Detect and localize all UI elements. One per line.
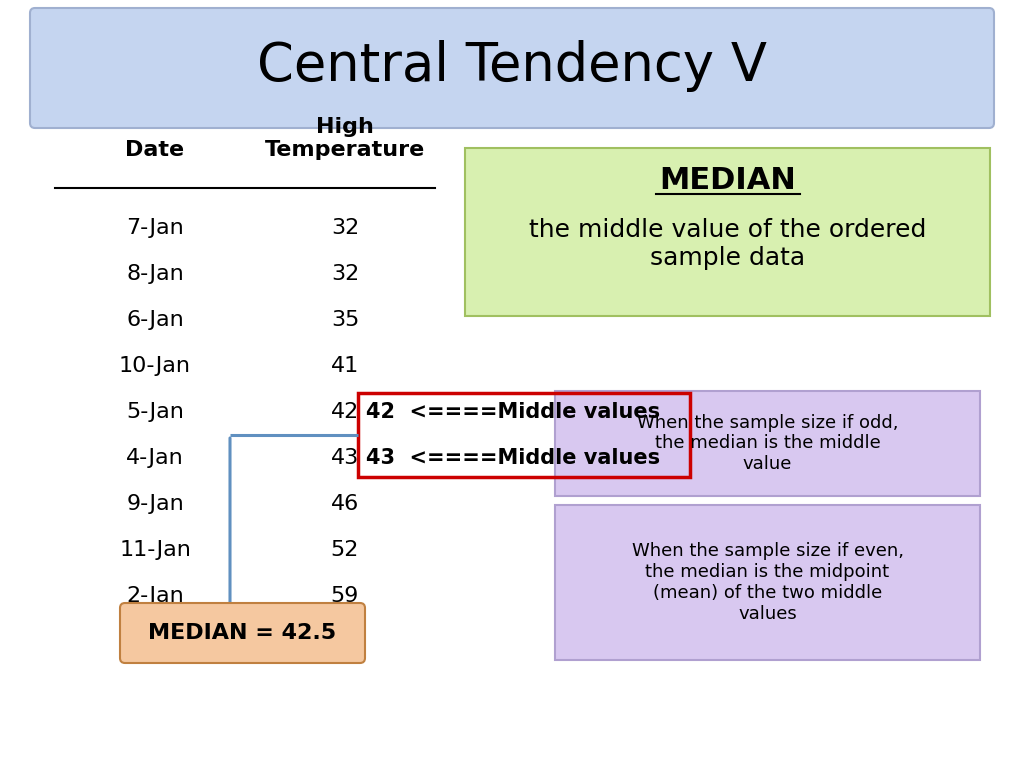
FancyBboxPatch shape bbox=[120, 603, 365, 663]
Text: When the sample size if odd,
the median is the middle
value: When the sample size if odd, the median … bbox=[637, 414, 898, 473]
Text: the middle value of the ordered
sample data: the middle value of the ordered sample d… bbox=[528, 218, 926, 270]
FancyBboxPatch shape bbox=[465, 148, 990, 316]
Text: 46: 46 bbox=[331, 494, 359, 515]
Text: When the sample size if even,
the median is the midpoint
(mean) of the two middl: When the sample size if even, the median… bbox=[632, 542, 903, 623]
Text: High
Temperature: High Temperature bbox=[265, 117, 425, 160]
Text: MEDIAN = 42.5: MEDIAN = 42.5 bbox=[148, 623, 337, 643]
Text: 52: 52 bbox=[331, 540, 359, 560]
Text: Central Tendency V: Central Tendency V bbox=[257, 40, 767, 92]
Text: 32: 32 bbox=[331, 218, 359, 238]
Text: 42: 42 bbox=[331, 402, 359, 422]
Text: 11-Jan: 11-Jan bbox=[119, 540, 190, 560]
Text: 9-Jan: 9-Jan bbox=[126, 494, 184, 515]
Text: 4-Jan: 4-Jan bbox=[126, 449, 184, 468]
Text: 60: 60 bbox=[331, 632, 359, 652]
Text: 43: 43 bbox=[331, 449, 359, 468]
Text: 10-Jan: 10-Jan bbox=[119, 356, 191, 376]
Text: 35: 35 bbox=[331, 310, 359, 330]
Text: 5-Jan: 5-Jan bbox=[126, 402, 184, 422]
Text: 7-Jan: 7-Jan bbox=[126, 218, 184, 238]
Text: 59: 59 bbox=[331, 586, 359, 606]
Text: 3-Jan: 3-Jan bbox=[126, 632, 184, 652]
Text: 32: 32 bbox=[331, 264, 359, 284]
Text: MEDIAN: MEDIAN bbox=[659, 165, 796, 194]
Text: 6-Jan: 6-Jan bbox=[126, 310, 184, 330]
FancyBboxPatch shape bbox=[555, 391, 980, 496]
Text: 41: 41 bbox=[331, 356, 359, 376]
Text: 8-Jan: 8-Jan bbox=[126, 264, 184, 284]
Text: 43  <====Middle values: 43 <====Middle values bbox=[366, 449, 660, 468]
Text: 2-Jan: 2-Jan bbox=[126, 586, 184, 606]
FancyBboxPatch shape bbox=[30, 8, 994, 128]
Text: 42  <====Middle values: 42 <====Middle values bbox=[366, 402, 660, 422]
Text: Date: Date bbox=[125, 140, 184, 160]
FancyBboxPatch shape bbox=[555, 505, 980, 660]
